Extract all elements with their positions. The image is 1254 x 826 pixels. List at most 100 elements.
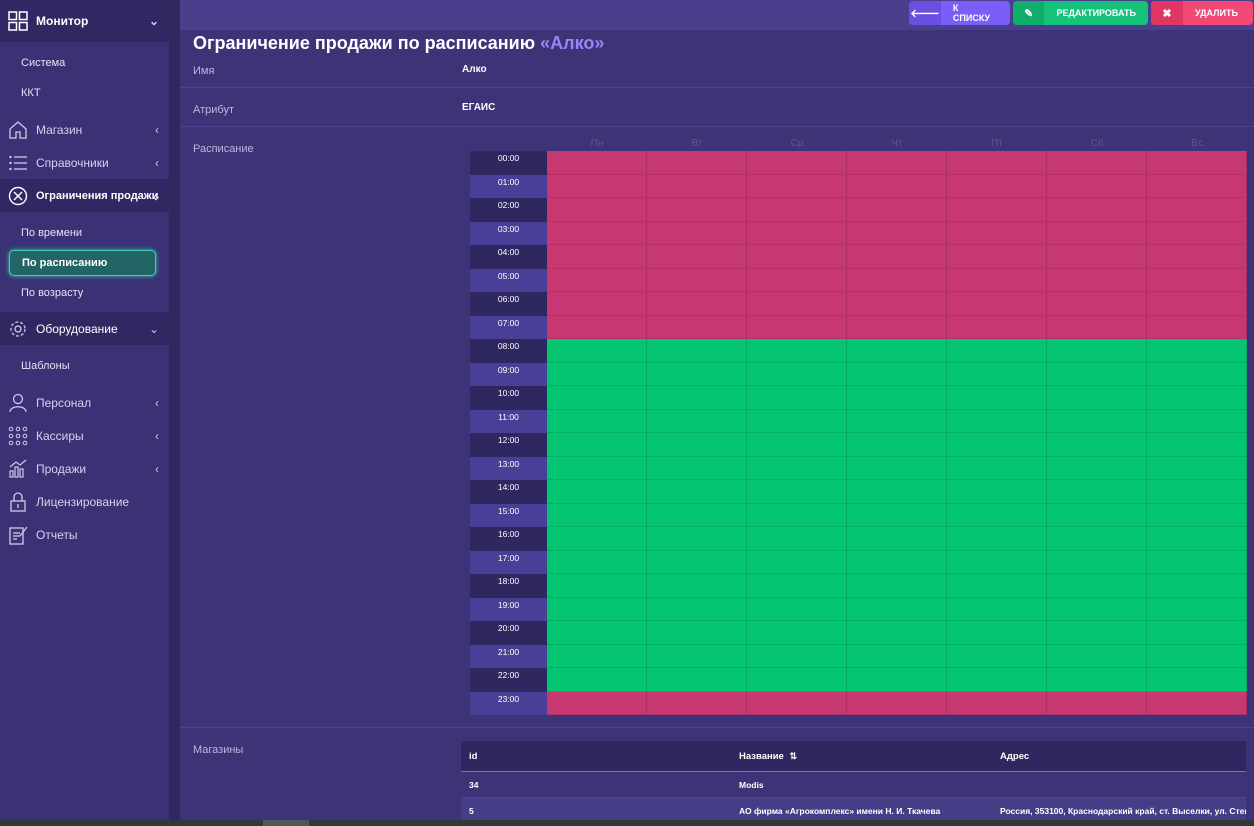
schedule-cell[interactable] [547, 574, 647, 598]
schedule-cell[interactable] [847, 433, 947, 457]
schedule-cell[interactable] [847, 527, 947, 551]
column-header-address[interactable]: Адрес [1000, 750, 1030, 762]
schedule-cell[interactable] [547, 151, 647, 175]
schedule-cell[interactable] [847, 339, 947, 363]
nav-equipment[interactable]: Оборудование ⌄ [0, 312, 169, 345]
schedule-cell[interactable] [547, 550, 647, 574]
schedule-cell[interactable] [947, 691, 1047, 715]
schedule-cell[interactable] [947, 550, 1047, 574]
schedule-cell[interactable] [1047, 574, 1147, 598]
schedule-cell[interactable] [547, 362, 647, 386]
sub-item-by-age[interactable]: По возрасту [21, 287, 84, 299]
schedule-cell[interactable] [947, 597, 1047, 621]
schedule-cell[interactable] [1047, 339, 1147, 363]
schedule-cell[interactable] [547, 597, 647, 621]
schedule-cell[interactable] [947, 268, 1047, 292]
schedule-cell[interactable] [747, 480, 847, 504]
schedule-cell[interactable] [1147, 198, 1247, 222]
schedule-cell[interactable] [1147, 550, 1247, 574]
schedule-cell[interactable] [1147, 339, 1247, 363]
sub-item-system[interactable]: Система [21, 57, 66, 69]
schedule-cell[interactable] [1147, 292, 1247, 316]
schedule-cell[interactable] [1047, 198, 1147, 222]
schedule-cell[interactable] [947, 433, 1047, 457]
schedule-cell[interactable] [1047, 527, 1147, 551]
schedule-cell[interactable] [647, 315, 747, 339]
schedule-cell[interactable] [1147, 245, 1247, 269]
nav-cashiers[interactable]: Кассиры ‹ [0, 419, 169, 452]
schedule-cell[interactable] [1047, 597, 1147, 621]
schedule-cell[interactable] [1047, 315, 1147, 339]
schedule-cell[interactable] [647, 456, 747, 480]
schedule-cell[interactable] [747, 668, 847, 692]
schedule-cell[interactable] [847, 503, 947, 527]
nav-sales[interactable]: Продажи ‹ [0, 452, 169, 485]
schedule-cell[interactable] [647, 503, 747, 527]
schedule-cell[interactable] [1047, 245, 1147, 269]
schedule-cell[interactable] [1047, 268, 1147, 292]
schedule-cell[interactable] [747, 339, 847, 363]
schedule-cell[interactable] [1147, 315, 1247, 339]
schedule-cell[interactable] [847, 292, 947, 316]
schedule-cell[interactable] [1047, 151, 1147, 175]
schedule-cell[interactable] [747, 245, 847, 269]
schedule-cell[interactable] [1047, 644, 1147, 668]
schedule-cell[interactable] [1047, 409, 1147, 433]
schedule-cell[interactable] [847, 668, 947, 692]
schedule-cell[interactable] [647, 527, 747, 551]
schedule-cell[interactable] [1147, 691, 1247, 715]
schedule-cell[interactable] [747, 550, 847, 574]
sub-item-kkt[interactable]: ККТ [21, 87, 41, 99]
schedule-cell[interactable] [647, 480, 747, 504]
schedule-cell[interactable] [747, 503, 847, 527]
schedule-cell[interactable] [647, 268, 747, 292]
schedule-cell[interactable] [547, 480, 647, 504]
schedule-cell[interactable] [647, 151, 747, 175]
schedule-cell[interactable] [1147, 433, 1247, 457]
nav-monitor[interactable]: Монитор ⌄ [0, 0, 169, 42]
schedule-cell[interactable] [547, 221, 647, 245]
schedule-cell[interactable] [1047, 433, 1147, 457]
schedule-cell[interactable] [847, 386, 947, 410]
schedule-cell[interactable] [847, 174, 947, 198]
schedule-cell[interactable] [547, 621, 647, 645]
nav-staff[interactable]: Персонал ‹ [0, 386, 169, 419]
schedule-cell[interactable] [947, 221, 1047, 245]
nav-licensing[interactable]: Лицензирование [0, 485, 169, 518]
schedule-cell[interactable] [547, 691, 647, 715]
schedule-cell[interactable] [647, 574, 747, 598]
schedule-cell[interactable] [1147, 151, 1247, 175]
schedule-cell[interactable] [747, 174, 847, 198]
schedule-cell[interactable] [647, 245, 747, 269]
schedule-cell[interactable] [747, 362, 847, 386]
schedule-cell[interactable] [647, 621, 747, 645]
schedule-cell[interactable] [1047, 503, 1147, 527]
nav-restrictions[interactable]: Ограничения продажи ⌄ [0, 179, 169, 212]
schedule-cell[interactable] [847, 245, 947, 269]
schedule-cell[interactable] [1047, 621, 1147, 645]
schedule-cell[interactable] [947, 668, 1047, 692]
scrollbar-thumb[interactable] [263, 820, 309, 826]
schedule-cell[interactable] [747, 292, 847, 316]
schedule-cell[interactable] [647, 409, 747, 433]
schedule-cell[interactable] [947, 151, 1047, 175]
schedule-cell[interactable] [647, 292, 747, 316]
schedule-cell[interactable] [847, 480, 947, 504]
schedule-cell[interactable] [847, 151, 947, 175]
schedule-cell[interactable] [847, 597, 947, 621]
schedule-cell[interactable] [547, 668, 647, 692]
schedule-cell[interactable] [947, 339, 1047, 363]
schedule-cell[interactable] [647, 339, 747, 363]
schedule-cell[interactable] [547, 339, 647, 363]
schedule-cell[interactable] [1147, 574, 1247, 598]
schedule-cell[interactable] [547, 268, 647, 292]
schedule-cell[interactable] [647, 362, 747, 386]
schedule-cell[interactable] [647, 174, 747, 198]
schedule-cell[interactable] [847, 409, 947, 433]
schedule-cell[interactable] [847, 456, 947, 480]
schedule-cell[interactable] [847, 315, 947, 339]
schedule-cell[interactable] [547, 644, 647, 668]
schedule-cell[interactable] [847, 550, 947, 574]
schedule-cell[interactable] [1147, 480, 1247, 504]
schedule-cell[interactable] [847, 198, 947, 222]
